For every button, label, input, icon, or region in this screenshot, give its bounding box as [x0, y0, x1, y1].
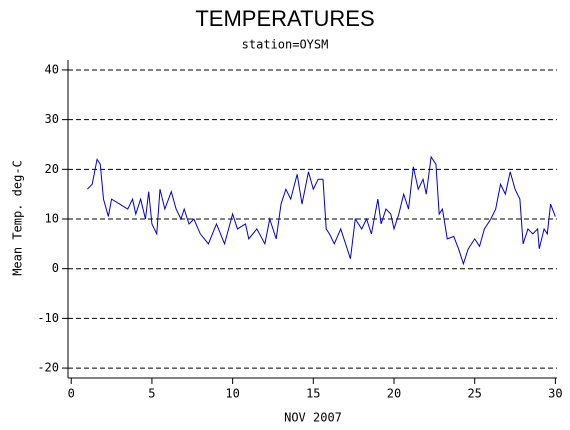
- x-tick-label: 10: [225, 387, 239, 401]
- x-axis-label: NOV 2007: [284, 411, 342, 425]
- temperature-line: [87, 155, 556, 266]
- chart-title: TEMPERATURES: [195, 6, 374, 31]
- chart-subtitle: station=OYSM: [242, 38, 329, 52]
- y-axis-label: Mean Temp. deg-C: [11, 160, 25, 276]
- x-tick-label: 0: [68, 387, 75, 401]
- x-tick-label: 25: [467, 387, 481, 401]
- y-tick-label: 10: [45, 212, 59, 226]
- y-tick-label: 20: [45, 162, 59, 176]
- x-tick-label: 30: [548, 387, 562, 401]
- y-tick-label: -20: [37, 361, 59, 375]
- x-tick-label: 5: [148, 387, 155, 401]
- y-tick-label: -10: [37, 311, 59, 325]
- y-tick-label: 0: [52, 261, 59, 275]
- x-tick-label: 15: [306, 387, 320, 401]
- y-tick-label: 30: [45, 112, 59, 126]
- x-tick-label: 20: [387, 387, 401, 401]
- y-tick-label: 40: [45, 62, 59, 76]
